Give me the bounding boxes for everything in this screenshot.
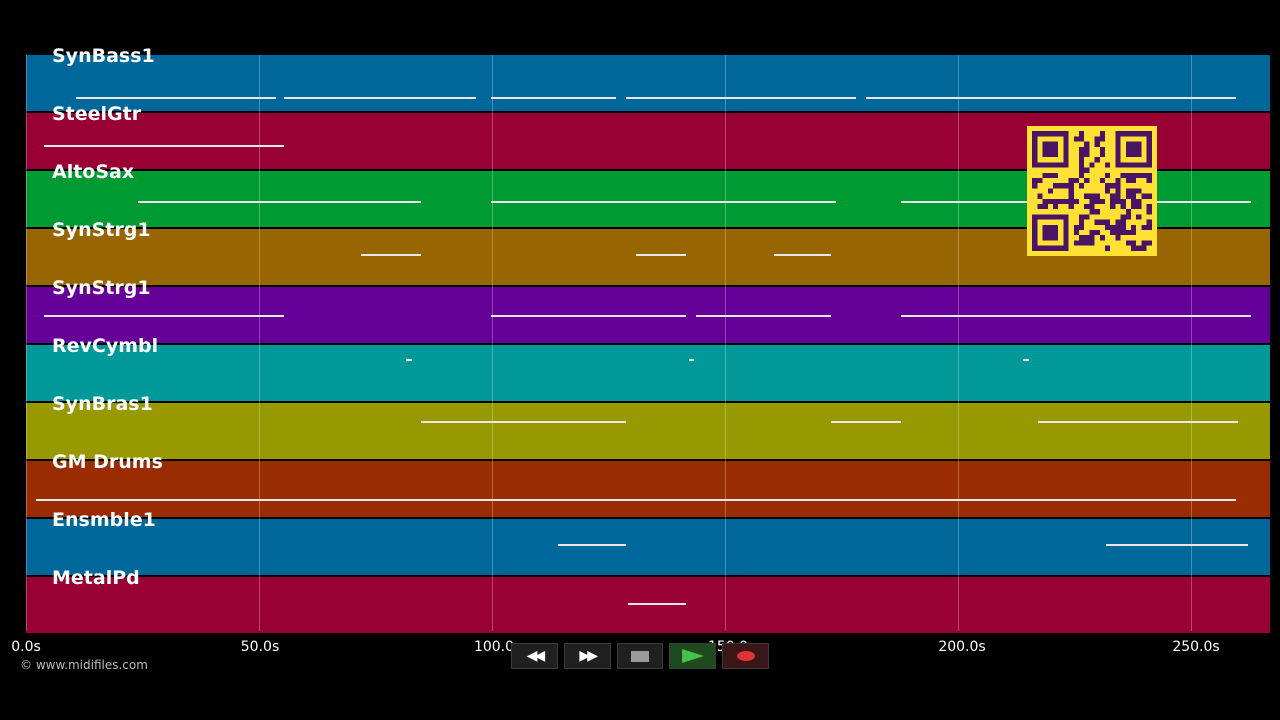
track-label: SynBras1 bbox=[52, 393, 153, 415]
note-bar bbox=[44, 145, 284, 147]
note-bar bbox=[831, 421, 901, 423]
track-label: RevCymbl bbox=[52, 335, 159, 357]
track-8 bbox=[26, 519, 1270, 577]
note-bar bbox=[901, 315, 1251, 317]
note-bar bbox=[491, 97, 616, 99]
track-label: SteelGtr bbox=[52, 103, 142, 125]
track-9 bbox=[26, 577, 1270, 635]
stop-icon bbox=[630, 650, 649, 662]
note-bar bbox=[1106, 544, 1248, 546]
copyright-text: © www.midifiles.com bbox=[20, 658, 148, 672]
fast-forward-button[interactable]: ▶▶ bbox=[563, 643, 611, 669]
note-bar bbox=[626, 97, 856, 99]
track-0 bbox=[26, 55, 1270, 113]
note-bar bbox=[76, 97, 276, 99]
note-bar bbox=[866, 97, 1236, 99]
track-6 bbox=[26, 403, 1270, 461]
note-bar bbox=[491, 201, 836, 203]
note-bar bbox=[214, 499, 276, 501]
gridline bbox=[725, 55, 726, 631]
tick-label-250: 250.0s bbox=[1172, 639, 1220, 655]
track-label: AltoSax bbox=[52, 161, 135, 183]
track-5 bbox=[26, 345, 1270, 403]
transport-controls: ◀◀ ▶▶ bbox=[511, 643, 769, 669]
record-icon bbox=[736, 651, 755, 661]
tick-label-200: 200.0s bbox=[938, 639, 986, 655]
gridline bbox=[958, 55, 959, 631]
track-label: SynStrg1 bbox=[52, 277, 151, 299]
note-bar bbox=[406, 359, 412, 361]
fast-forward-icon: ▶▶ bbox=[579, 648, 597, 664]
gridline bbox=[492, 55, 493, 631]
note-bar bbox=[138, 201, 421, 203]
note-bar bbox=[284, 499, 1211, 501]
rewind-button[interactable]: ◀◀ bbox=[511, 643, 558, 669]
gridline bbox=[26, 55, 27, 631]
note-bar bbox=[491, 315, 686, 317]
gridline bbox=[1191, 55, 1192, 631]
play-icon bbox=[681, 649, 704, 663]
gridline bbox=[259, 55, 260, 631]
track-label: Ensmble1 bbox=[52, 509, 156, 531]
note-bar bbox=[44, 315, 284, 317]
note-bar bbox=[1023, 359, 1029, 361]
track-label: SynBass1 bbox=[52, 45, 155, 67]
note-bar bbox=[636, 254, 686, 256]
tick-label-50: 50.0s bbox=[240, 639, 280, 655]
tick-label-100: 100.0 bbox=[473, 639, 515, 655]
note-bar bbox=[421, 421, 626, 423]
note-bar bbox=[361, 254, 421, 256]
note-bar bbox=[558, 544, 626, 546]
note-bar bbox=[284, 97, 476, 99]
qr-code bbox=[1027, 126, 1157, 256]
note-bar bbox=[689, 359, 694, 361]
note-bar bbox=[696, 315, 831, 317]
piano-roll: SynBass1 SteelGtr AltoSax SynStrg1 SynStrg1 R… bbox=[26, 45, 1270, 635]
rewind-icon: ◀◀ bbox=[526, 648, 545, 664]
record-button[interactable] bbox=[722, 643, 769, 669]
note-bar bbox=[628, 603, 686, 605]
tick-label-0: 0.0s bbox=[11, 639, 41, 655]
play-button[interactable] bbox=[669, 643, 717, 669]
stop-button[interactable] bbox=[616, 643, 664, 669]
note-bar bbox=[1038, 421, 1238, 423]
track-label: MetalPd bbox=[52, 567, 140, 589]
track-7 bbox=[26, 461, 1270, 519]
track-label: GM Drums bbox=[52, 451, 163, 473]
track-label: SynStrg1 bbox=[52, 219, 151, 241]
note-bar bbox=[774, 254, 831, 256]
